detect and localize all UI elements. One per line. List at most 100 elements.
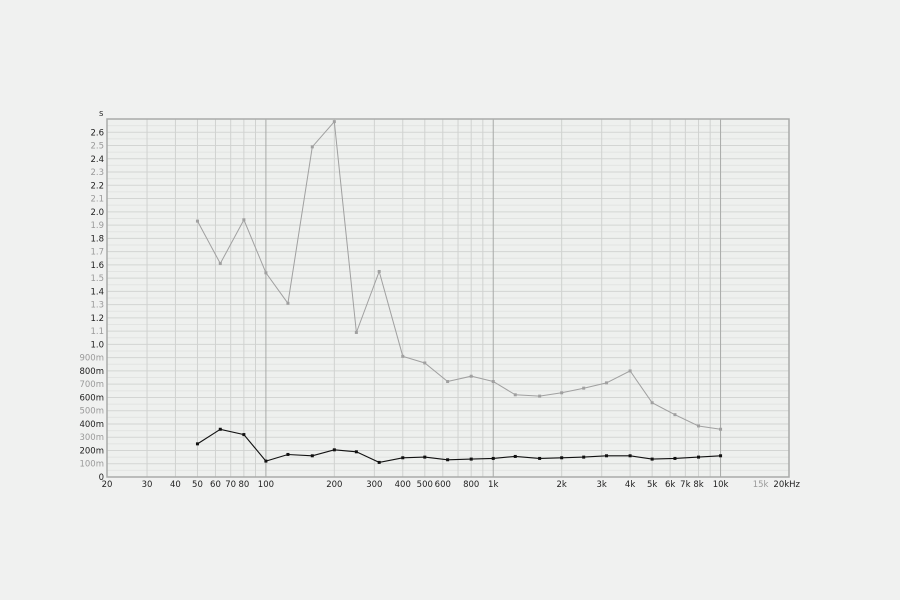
series-1-point [264,271,268,275]
series-2-point [423,455,427,459]
y-tick-label: 900m [79,354,104,364]
series-1-point [673,413,677,417]
series-1-point [605,381,609,385]
y-tick-label: 1.5 [90,274,104,284]
x-tick-label: 20kHz [773,480,800,490]
series-2-point [242,433,246,437]
series-1-point [423,361,427,365]
x-tick-label: 60 [210,480,221,490]
series-1-point [242,218,246,222]
series-1-point [538,394,542,398]
x-tick-label: 800 [463,480,479,490]
series-1-point [697,424,701,428]
series-1-point [582,386,586,390]
y-tick-label: 2.3 [90,168,104,178]
x-tick-label: 40 [170,480,181,490]
x-tick-label: 7k [680,480,690,490]
x-tick-label: 2k [556,480,566,490]
y-tick-label: 800m [79,367,104,377]
series-2-point [719,454,723,458]
y-tick-label: 700m [79,380,104,390]
series-1-point [218,262,222,266]
y-tick-label: 2.1 [90,195,104,205]
series-2-point [377,460,381,464]
y-axis-unit-label: s [99,109,104,119]
series-2-point [286,452,290,456]
series-1-point [446,380,450,384]
series-2-line [197,428,721,463]
series-2-point [605,454,609,458]
x-tick-label: 8k [693,480,703,490]
y-tick-label: 2.2 [90,181,104,191]
y-tick-label: 100m [79,460,104,470]
series-1-point [401,354,405,358]
x-tick-label: 20 [102,480,113,490]
x-tick-label: 200 [326,480,342,490]
plot-border [106,118,790,478]
y-tick-label: 1.4 [90,287,104,297]
y-tick-label: 400m [79,420,104,430]
x-tick-label: 400 [395,480,411,490]
series-2-point [560,456,564,460]
y-tick-label: 1.6 [90,261,104,271]
series-1-point [560,391,564,395]
series-1-point [628,369,632,373]
series-1-point [195,219,199,223]
series-2-point [446,458,450,462]
y-tick-label: 1.1 [90,327,104,337]
x-tick-label: 600 [435,480,451,490]
x-tick-label: 4k [625,480,635,490]
series-2-point [401,456,405,460]
y-tick-label: 2.5 [90,142,104,152]
y-tick-label: 600m [79,393,104,403]
x-tick-label: 100 [258,480,274,490]
series-2-point [264,459,268,463]
series-2-point [582,455,586,459]
series-1-line [197,120,721,430]
x-tick-label: 30 [142,480,153,490]
series-1-point [377,269,381,273]
x-tick-label: 5k [647,480,657,490]
y-tick-label: 500m [79,407,104,417]
series-1-point [513,393,517,397]
series-2-point [469,457,473,461]
series-2-point [538,456,542,460]
series-1-point [650,401,654,405]
series-1-point [354,330,358,334]
y-tick-label: 0 [99,473,104,483]
series-2-point [628,454,632,458]
y-tick-label: 1.9 [90,221,104,231]
series-2-point [195,442,199,446]
y-tick-label: 1.2 [90,314,104,324]
x-tick-label: 50 [192,480,203,490]
series-2-point [310,454,314,458]
y-tick-label: 200m [79,446,104,456]
series-2-point [218,427,222,431]
x-tick-label: 6k [665,480,675,490]
series-2-point [673,456,677,460]
y-tick-label: 2.4 [90,155,104,165]
x-tick-label: 70 [225,480,236,490]
x-tick-label: 10k [713,480,729,490]
series-1-point [286,301,290,305]
y-tick-label: 1.0 [90,340,104,350]
series-2-point [513,454,517,458]
series-1-point [491,380,495,384]
x-tick-label: 80 [238,480,249,490]
x-tick-label: 1k [488,480,498,490]
series-2-point [650,457,654,461]
series-1-point [469,374,473,378]
y-tick-label: 2.6 [90,128,104,138]
y-tick-label: 1.7 [90,248,104,258]
x-tick-label: 15k [753,480,769,490]
series-2-point [354,450,358,454]
series-1-point [719,427,723,431]
series-1-point [332,120,336,124]
y-tick-label: 2.0 [90,208,104,218]
series-2-point [332,448,336,452]
series-2-point [491,456,495,460]
series-2-point [697,455,701,459]
y-tick-label: 300m [79,433,104,443]
y-tick-label: 1.3 [90,301,104,311]
x-tick-label: 300 [366,480,382,490]
